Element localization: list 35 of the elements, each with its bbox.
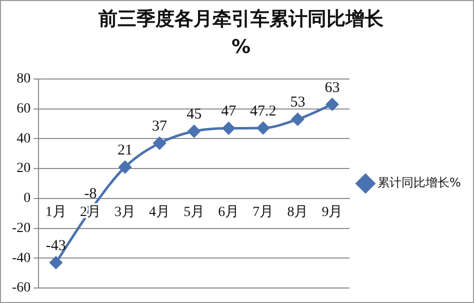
point [153,136,166,150]
data-label: 47.2 [250,103,276,120]
data-label: 63 [324,80,340,96]
x-tick-label: 8月 [287,205,308,220]
data-label: -43 [46,238,66,254]
x-tick-label: 3月 [114,205,136,220]
y-tick-label: -60 [12,280,31,296]
point [256,122,270,134]
x-tick-label: 7月 [252,205,274,220]
data-label: 21 [118,142,133,159]
point [188,125,200,138]
point [118,160,132,174]
y-tick-label: 80 [16,72,31,87]
data-label: 47 [221,104,237,120]
data-label: 45 [186,106,202,123]
y-tick-label: -20 [12,220,31,236]
y-tick-label: 20 [16,161,31,176]
data-label: 37 [152,118,168,135]
y-tick-label: 0 [24,191,31,206]
y-tick-label: 60 [16,102,31,117]
chart-title: 前三季度各月牵引车累计同比增长% [98,7,384,60]
x-tick-label: 9月 [322,205,343,220]
point [326,98,338,111]
point [222,122,235,135]
point [291,113,304,126]
x-tick-label: 6月 [218,205,240,220]
y-tick-label: -40 [12,250,31,266]
x-tick-label: 1月 [45,205,66,220]
x-tick-label: 5月 [184,205,205,220]
y-tick-label: 40 [16,131,31,146]
data-label: -8 [84,186,97,202]
x-tick-label: 4月 [149,205,170,220]
legend-label: 累计同比增长% [378,176,461,190]
data-label: 53 [290,94,306,111]
point [50,256,62,269]
